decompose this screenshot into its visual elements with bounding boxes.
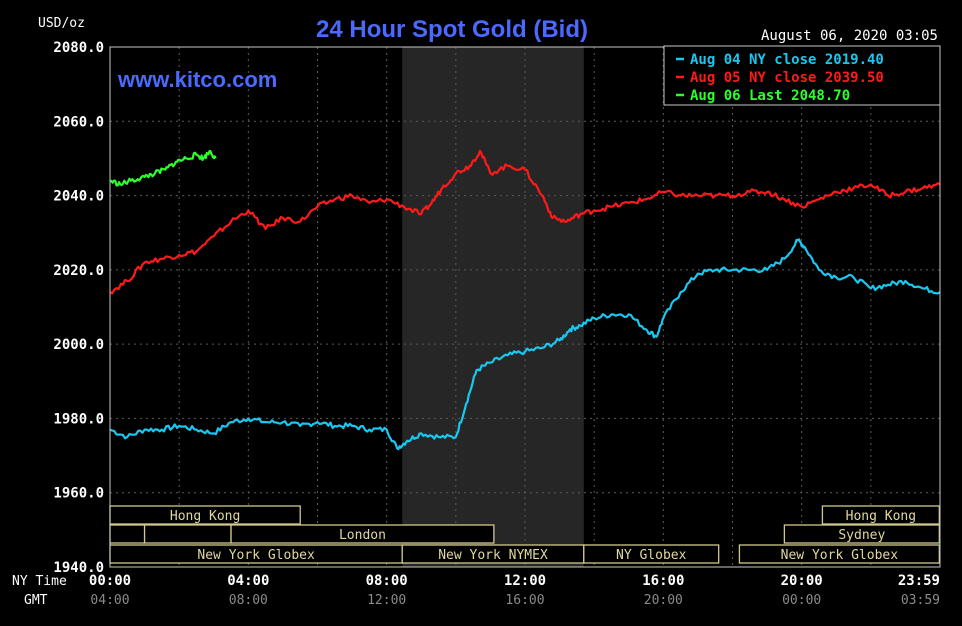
session-label: NY Globex	[616, 548, 687, 563]
x-axis: 00:00 04:00 08:00 12:00 16:00 20:00 23:59 04:00…	[89, 573, 940, 608]
session-label: Hong Kong	[846, 509, 916, 524]
session-bars: Hong Kong Hong Kong London Sydney New York G…	[109, 505, 940, 564]
series-layer	[109, 149, 941, 451]
session-bar	[143, 524, 232, 544]
x-tick-label-gmt: 03:59	[901, 593, 940, 608]
chart-datetime: August 06, 2020 03:05	[761, 28, 938, 44]
nymex-shaded-region	[402, 47, 584, 567]
y-tick-label: 2000.0	[53, 337, 104, 353]
plot-frame	[109, 46, 941, 568]
y-tick-label: 2040.0	[53, 189, 104, 205]
session-label: New York NYMEX	[438, 548, 548, 563]
legend-label: Aug 06 Last 2048.70	[690, 88, 850, 104]
session-label: Sydney	[838, 528, 885, 543]
y-tick-label: 2060.0	[53, 114, 104, 130]
y-axis: 2080.0 2060.0 2040.0 2020.0 2000.0 1980.0 1960…	[53, 40, 104, 576]
legend: Aug 04 NY close 2019.40 Aug 05 NY close 2…	[676, 52, 884, 104]
series-line	[109, 238, 941, 451]
session-label: New York Globex	[197, 548, 315, 563]
x-tick-label-ny: 23:59	[898, 573, 940, 589]
chart-title: 24 Hour Spot Gold (Bid)	[316, 16, 588, 43]
legend-box	[663, 45, 941, 106]
y-tick-label: 2080.0	[53, 40, 104, 56]
session-bar	[821, 505, 940, 525]
legend-label: Aug 05 NY close 2039.50	[690, 70, 884, 86]
session-label: New York Globex	[781, 548, 899, 563]
x-tick-label-ny: 16:00	[642, 573, 684, 589]
x-tick-label-gmt: 16:00	[505, 593, 544, 608]
y-tick-label: 1960.0	[53, 486, 104, 502]
session-bar	[109, 524, 146, 544]
x-tick-label-gmt: 00:00	[782, 593, 821, 608]
session-bar	[583, 544, 720, 564]
x-tick-label-ny: 20:00	[781, 573, 823, 589]
session-bar	[230, 524, 495, 544]
watermark: www.kitco.com	[117, 67, 277, 92]
x-tick-label-ny: 08:00	[366, 573, 408, 589]
unit-label: USD/oz	[38, 16, 85, 31]
series-line	[109, 149, 941, 295]
x-tick-label-gmt: 04:00	[90, 593, 129, 608]
ny-time-label: NY Time	[12, 574, 67, 589]
x-tick-label-gmt: 20:00	[644, 593, 683, 608]
x-tick-label-ny: 04:00	[227, 573, 269, 589]
legend-label: Aug 04 NY close 2019.40	[690, 52, 884, 68]
session-label: Hong Kong	[170, 509, 240, 524]
x-tick-label-gmt: 08:00	[229, 593, 268, 608]
session-label: London	[339, 528, 386, 543]
y-tick-label: 1940.0	[53, 560, 104, 576]
y-tick-label: 1980.0	[53, 411, 104, 427]
x-tick-label-ny: 12:00	[504, 573, 546, 589]
y-tick-label: 2020.0	[53, 263, 104, 279]
series-line	[109, 149, 217, 187]
trading-shade-layer	[402, 47, 584, 567]
gmt-label: GMT	[24, 593, 48, 608]
session-bar	[783, 524, 940, 544]
x-tick-label-gmt: 12:00	[367, 593, 406, 608]
session-bar	[738, 544, 940, 564]
x-tick-label-ny: 00:00	[89, 573, 131, 589]
